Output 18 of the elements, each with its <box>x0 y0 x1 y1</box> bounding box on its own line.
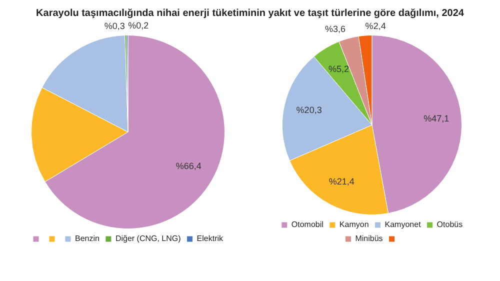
data-label: %5,2 <box>328 64 350 74</box>
data-label: %47,1 <box>424 114 450 124</box>
legend-label: Kamyonet <box>384 220 422 230</box>
legend-label: Diğer (CNG, LNG) <box>115 234 182 244</box>
data-label: %2,4 <box>365 21 386 32</box>
legend-label: Benzin <box>74 234 100 244</box>
legend-label: Kamyon <box>339 220 369 230</box>
data-label: %66,4 <box>176 160 202 171</box>
data-label: %0,3 <box>104 20 125 31</box>
legend-label: Elektrik <box>196 234 224 244</box>
data-label: %3,6 <box>324 24 346 34</box>
data-label: %0,2 <box>128 20 149 31</box>
data-label: %21,4 <box>328 176 354 186</box>
text: Karayolu taşımacılığında nihai enerji tüketiminin yakıt ve taşıt türlerine göre dağılımı, 2024 <box>35 8 465 19</box>
legend-label: Otobüs <box>436 220 463 230</box>
data-label: %20,3 <box>296 104 322 115</box>
legend-label: Minibüs <box>355 234 383 244</box>
legend-label: Otomobil <box>291 220 324 230</box>
